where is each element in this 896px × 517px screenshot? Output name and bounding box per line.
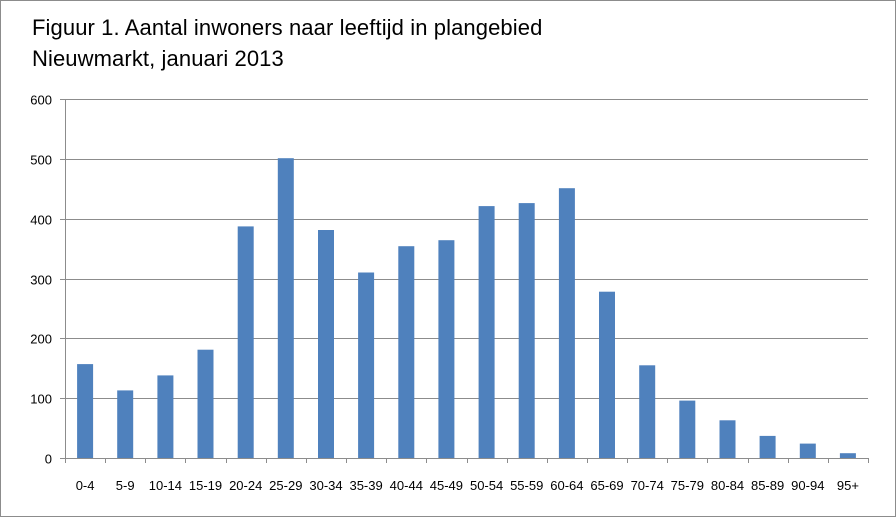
bar bbox=[197, 349, 214, 458]
bar bbox=[237, 226, 254, 458]
bar bbox=[277, 158, 294, 458]
bar bbox=[759, 435, 776, 458]
y-tick-label: 600 bbox=[30, 93, 52, 108]
bar bbox=[77, 364, 94, 458]
bar bbox=[157, 375, 174, 458]
x-tick-label: 55-59 bbox=[510, 478, 543, 493]
bar bbox=[478, 206, 495, 458]
x-tick-label: 35-39 bbox=[349, 478, 382, 493]
gridlines bbox=[65, 99, 868, 399]
bar bbox=[398, 246, 415, 458]
x-tick-label: 0-4 bbox=[76, 478, 95, 493]
x-tick-label: 90-94 bbox=[791, 478, 824, 493]
x-tick-label: 40-44 bbox=[390, 478, 423, 493]
bar bbox=[518, 203, 535, 458]
x-tick-label: 80-84 bbox=[711, 478, 744, 493]
chart-title: Figuur 1. Aantal inwoners naar leeftijd … bbox=[32, 12, 542, 74]
x-tick-label: 15-19 bbox=[189, 478, 222, 493]
bar bbox=[599, 291, 615, 458]
y-tick-label: 200 bbox=[30, 332, 52, 347]
bar bbox=[839, 453, 856, 458]
bar bbox=[558, 188, 575, 458]
chart-title-line-2: Nieuwmarkt, januari 2013 bbox=[32, 46, 284, 71]
bar bbox=[117, 390, 134, 458]
bars bbox=[77, 158, 856, 458]
bar bbox=[438, 240, 455, 458]
bar bbox=[719, 420, 736, 458]
axes bbox=[60, 99, 869, 463]
x-tick-label: 60-64 bbox=[550, 478, 583, 493]
x-tick-label: 5-9 bbox=[116, 478, 135, 493]
bar bbox=[799, 443, 816, 458]
y-tick-label: 400 bbox=[30, 213, 52, 228]
bar bbox=[358, 272, 375, 458]
y-tick-label: 100 bbox=[30, 392, 52, 407]
chart-title-line-1: Figuur 1. Aantal inwoners naar leeftijd … bbox=[32, 15, 543, 40]
x-tick-label: 45-49 bbox=[430, 478, 463, 493]
y-tick-label: 0 bbox=[45, 452, 52, 467]
bar bbox=[318, 230, 334, 458]
x-tick-label: 10-14 bbox=[149, 478, 182, 493]
y-axis-tick-labels: 0 100 200 300 400 500 600 bbox=[30, 93, 52, 467]
x-tick-label: 95+ bbox=[837, 478, 859, 493]
x-tick-label: 30-34 bbox=[309, 478, 342, 493]
x-axis-tick-labels: 0-4 5-9 10-14 15-19 20-24 25-29 30-34 35-39 40-4… bbox=[76, 478, 859, 493]
x-tick-label: 75-79 bbox=[671, 478, 704, 493]
x-tick-label: 85-89 bbox=[751, 478, 784, 493]
x-tick-label: 50-54 bbox=[470, 478, 503, 493]
bar bbox=[679, 400, 696, 458]
bar bbox=[639, 365, 656, 458]
x-tick-label: 25-29 bbox=[269, 478, 302, 493]
x-tick-label: 70-74 bbox=[631, 478, 664, 493]
y-tick-label: 500 bbox=[30, 153, 52, 168]
y-tick-label: 300 bbox=[30, 273, 52, 288]
x-tick-label: 20-24 bbox=[229, 478, 262, 493]
x-tick-label: 65-69 bbox=[590, 478, 623, 493]
